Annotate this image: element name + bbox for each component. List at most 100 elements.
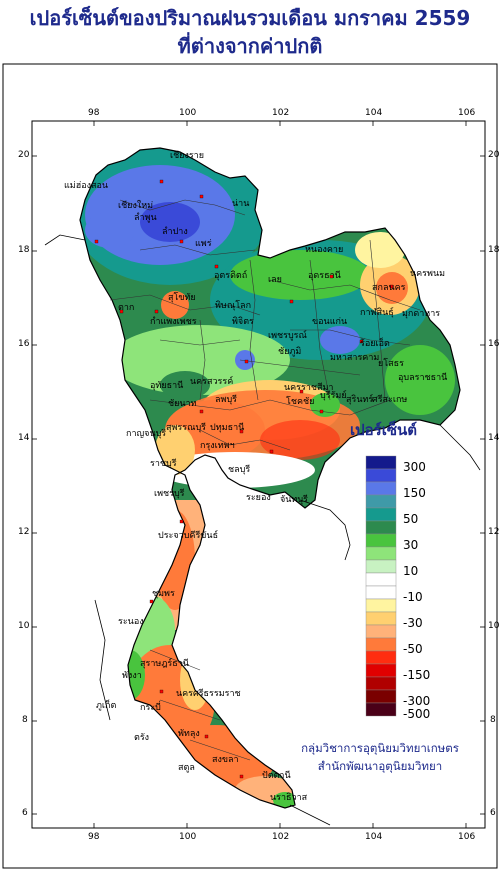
legend-label: -500 — [403, 707, 431, 721]
place-label: ตาก — [118, 303, 135, 313]
place-label: อุตรดิตถ์ — [214, 271, 248, 281]
place-label: สุพรรณบุรี — [166, 423, 206, 433]
place-label: พิจิตร — [232, 317, 254, 327]
station-markers — [94, 179, 394, 779]
place-label: สุราษฎร์ธานี — [140, 659, 189, 669]
lat-label-left-8: 8 — [22, 715, 28, 725]
legend-swatch — [365, 559, 397, 574]
legend-swatch — [365, 507, 397, 522]
legend-swatch — [365, 598, 397, 613]
lon-label-bottom-98: 98 — [88, 832, 100, 842]
lon-label-bottom-106: 106 — [458, 832, 476, 842]
place-label: ชัยภูมิ — [278, 347, 302, 357]
lat-label-left-20: 20 — [18, 150, 30, 160]
place-label: ราชบุรี — [150, 459, 177, 469]
lon-label-top-104: 104 — [365, 108, 383, 118]
legend-swatch — [365, 572, 397, 587]
place-label: ระนอง — [118, 617, 144, 627]
place-label: ชลบุรี — [228, 465, 251, 475]
neighbour-coastlines — [44, 234, 481, 826]
place-label: กรุงเทพฯ — [200, 441, 235, 451]
lat-label-left-12: 12 — [18, 527, 30, 537]
map-title: เปอร์เซ็นต์ของปริมาณฝนรวมเดือน มกราคม 25… — [29, 6, 471, 30]
lat-label-left-16: 16 — [18, 339, 30, 349]
place-label: นครราชสีมา — [284, 383, 334, 393]
place-label: มหาสารคาม — [330, 353, 380, 363]
place-label: ภูเก็ต — [96, 701, 117, 711]
place-label: ลำพูน — [134, 213, 157, 223]
legend-swatch — [365, 637, 397, 652]
place-label: ศรีสะเกษ — [372, 395, 408, 405]
legend-swatch — [365, 455, 397, 470]
legend-swatch — [365, 585, 397, 600]
lat-label-right-8: 8 — [490, 715, 496, 725]
place-label: นครพนม — [410, 269, 446, 279]
legend-swatch — [365, 494, 397, 509]
place-label: นราธิวาส — [270, 793, 308, 803]
place-label: ยโสธร — [378, 359, 404, 369]
place-label: เพชรบูรณ์ — [268, 331, 307, 341]
credit-line-1: กลุ่มวิชาการอุตุนิยมวิทยาเกษตร — [301, 741, 459, 755]
place-label: ตรัง — [134, 733, 150, 743]
legend-swatch — [365, 520, 397, 535]
tick-marks — [32, 121, 485, 828]
place-label: สตูล — [178, 763, 195, 773]
place-label: จันทบุรี — [280, 495, 308, 505]
place-label: พัทลุง — [178, 729, 200, 739]
lat-label-right-12: 12 — [488, 527, 500, 537]
legend-swatch — [365, 663, 397, 678]
place-label: แม่ฮ่องสอน — [64, 181, 109, 191]
place-label: น่าน — [232, 199, 250, 209]
lat-label-left-10: 10 — [18, 621, 30, 631]
outer-frame — [2, 63, 498, 869]
lat-label-right-6: 6 — [490, 808, 496, 818]
place-label: สกลนคร — [372, 283, 406, 293]
place-label: สงขลา — [212, 755, 239, 765]
lat-label-right-16: 16 — [488, 339, 500, 349]
place-label: พิษณุโลก — [215, 301, 252, 311]
place-label: เชียงราย — [170, 151, 205, 161]
place-label: สุรินทร์ — [346, 395, 374, 405]
place-label: ปัตตานี — [262, 771, 291, 781]
lon-label-top-102: 102 — [272, 108, 290, 118]
legend-label: -30 — [403, 616, 423, 630]
place-label: ลพบุรี — [215, 395, 237, 405]
place-label: ลำปาง — [162, 227, 188, 237]
place-label: มุกดาหาร — [402, 309, 441, 319]
lon-label-top-106: 106 — [458, 108, 476, 118]
legend-swatch — [365, 546, 397, 561]
lon-label-bottom-102: 102 — [272, 832, 290, 842]
place-label: พังงา — [122, 671, 142, 681]
place-label: ชัยนาท — [168, 399, 197, 409]
legend-label: 50 — [403, 512, 419, 526]
place-label: ประจวบคีรีขันธ์ — [158, 531, 219, 541]
lon-label-top-100: 100 — [179, 108, 197, 118]
lon-label-bottom-104: 104 — [365, 832, 383, 842]
legend-label: 150 — [403, 486, 426, 500]
place-label: กระบี่ — [140, 703, 161, 713]
map-subtitle: ที่ต่างจากค่าปกติ — [177, 34, 323, 58]
legend-swatch — [365, 676, 397, 691]
place-label: บุรีรัมย์ — [320, 391, 347, 401]
legend-label: 30 — [403, 538, 419, 552]
place-label: เลย — [268, 275, 282, 285]
place-label: ร้อยเอ็ด — [360, 339, 390, 349]
place-label: อุดรธานี — [308, 271, 341, 281]
legend-swatch — [365, 468, 397, 483]
lat-label-right-10: 10 — [488, 621, 500, 631]
place-label: กาฬสินธุ์ — [360, 308, 394, 318]
lon-label-bottom-100: 100 — [179, 832, 197, 842]
place-label: นครสวรรค์ — [190, 377, 234, 387]
lat-label-left-18: 18 — [18, 245, 30, 255]
place-label: ระยอง — [246, 493, 271, 503]
legend-swatch — [365, 611, 397, 626]
lat-label-right-20: 20 — [488, 150, 500, 160]
place-label: ชุมพร — [152, 589, 175, 599]
legend-swatch — [365, 650, 397, 665]
legend-label: 300 — [403, 460, 426, 474]
lat-label-right-14: 14 — [488, 433, 500, 443]
legend-swatch — [365, 702, 397, 717]
legend-swatch — [365, 533, 397, 548]
place-label: กำแพงเพชร — [150, 317, 197, 327]
legend-color-bar — [365, 455, 397, 717]
